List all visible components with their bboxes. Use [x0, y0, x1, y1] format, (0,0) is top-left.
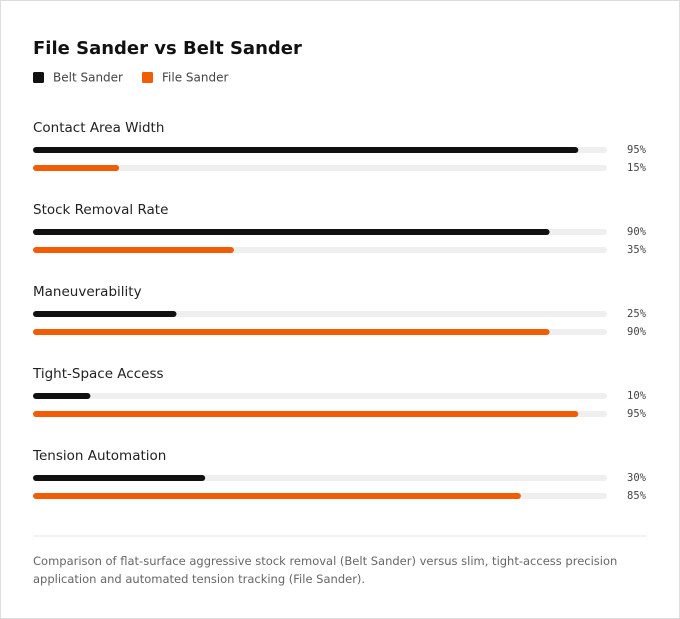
track [33, 165, 607, 171]
bar [33, 229, 550, 235]
category-label: Maneuverability [33, 284, 142, 300]
value-label: 95% [627, 408, 647, 420]
bar [33, 393, 91, 399]
value-label: 95% [627, 144, 647, 156]
value-label: 35% [627, 244, 647, 256]
bar [33, 165, 120, 171]
value-label: 10% [627, 390, 647, 402]
value-label: 30% [627, 472, 647, 484]
chart-title: File Sander vs Belt Sander [33, 38, 302, 59]
bar [33, 411, 579, 417]
category-label: Contact Area Width [33, 120, 164, 136]
bar [33, 247, 234, 253]
value-label: 85% [627, 490, 647, 502]
value-label: 15% [627, 162, 647, 174]
category-label: Tight-Space Access [32, 366, 164, 382]
legend-label: File Sander [162, 71, 228, 85]
legend-label: Belt Sander [53, 71, 123, 85]
value-label: 90% [627, 326, 647, 338]
bar [33, 493, 521, 499]
caption: Comparison of flat-surface aggressive st… [33, 554, 618, 586]
category-label: Tension Automation [32, 448, 166, 464]
category-label: Stock Removal Rate [33, 202, 168, 218]
bar [33, 311, 177, 317]
legend-swatch [142, 72, 153, 83]
bar [33, 475, 206, 481]
bar [33, 329, 550, 335]
track [33, 393, 607, 399]
bar [33, 147, 579, 153]
value-label: 90% [627, 226, 647, 238]
value-label: 25% [627, 308, 647, 320]
track [33, 311, 607, 317]
legend-swatch [33, 72, 44, 83]
